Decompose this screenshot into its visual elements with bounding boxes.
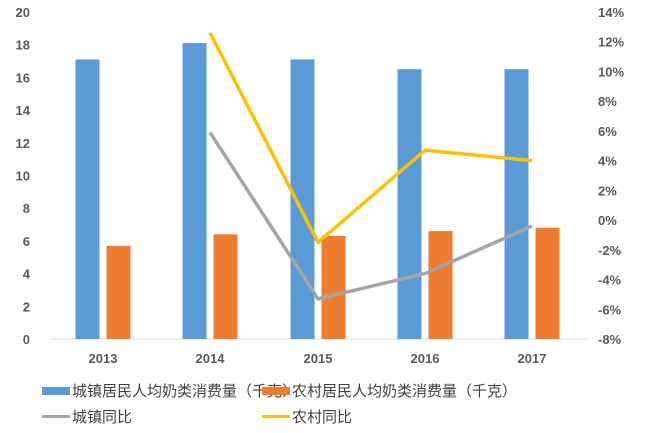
right-tick-label: -2% — [598, 243, 622, 258]
left-tick-label: 14 — [16, 103, 31, 118]
left-tick-label: 20 — [16, 5, 30, 20]
x-tick-label: 2015 — [304, 351, 333, 366]
x-tick-label: 2013 — [89, 351, 118, 366]
left-tick-label: 8 — [23, 201, 30, 216]
bar — [321, 235, 346, 339]
left-tick-label: 16 — [16, 70, 30, 85]
left-tick-label: 6 — [23, 234, 30, 249]
left-tick-label: 4 — [23, 267, 31, 282]
x-axis-ticks: 2013 2014 2015 2016 2017 — [89, 351, 547, 366]
bar — [535, 227, 560, 339]
right-tick-label: 2% — [598, 183, 617, 198]
right-tick-label: 14% — [598, 5, 624, 20]
right-tick-label: 0% — [598, 213, 617, 228]
x-tick-label: 2016 — [411, 351, 440, 366]
left-tick-label: 2 — [23, 299, 30, 314]
left-tick-label: 0 — [23, 332, 30, 347]
bar — [397, 69, 422, 339]
bar — [75, 59, 100, 339]
right-tick-label: 12% — [598, 35, 624, 50]
line — [208, 32, 533, 245]
right-tick-label: -6% — [598, 302, 622, 317]
bar-series — [75, 43, 560, 339]
right-tick-label: 6% — [598, 124, 617, 139]
bar — [213, 234, 238, 339]
left-tick-label: 18 — [16, 38, 30, 53]
bar — [428, 231, 453, 339]
x-tick-label: 2017 — [518, 351, 547, 366]
x-tick-label: 2014 — [196, 351, 226, 366]
right-tick-label: 4% — [598, 154, 617, 169]
bar — [106, 245, 131, 339]
left-tick-label: 10 — [16, 169, 30, 184]
line — [208, 131, 533, 301]
left-axis-ticks: 0 2 4 6 8 10 12 14 16 18 20 — [16, 5, 31, 347]
bar — [182, 43, 207, 339]
right-tick-label: -8% — [598, 332, 622, 347]
right-axis-ticks: -8% -6% -4% -2% 0% 2% 4% 6% 8% 10% 12% 14% — [598, 5, 624, 347]
right-tick-label: -4% — [598, 273, 622, 288]
bar — [504, 69, 529, 339]
right-tick-label: 8% — [598, 94, 617, 109]
left-tick-label: 12 — [16, 136, 30, 151]
line-series — [208, 32, 533, 301]
right-tick-label: 10% — [598, 64, 624, 79]
